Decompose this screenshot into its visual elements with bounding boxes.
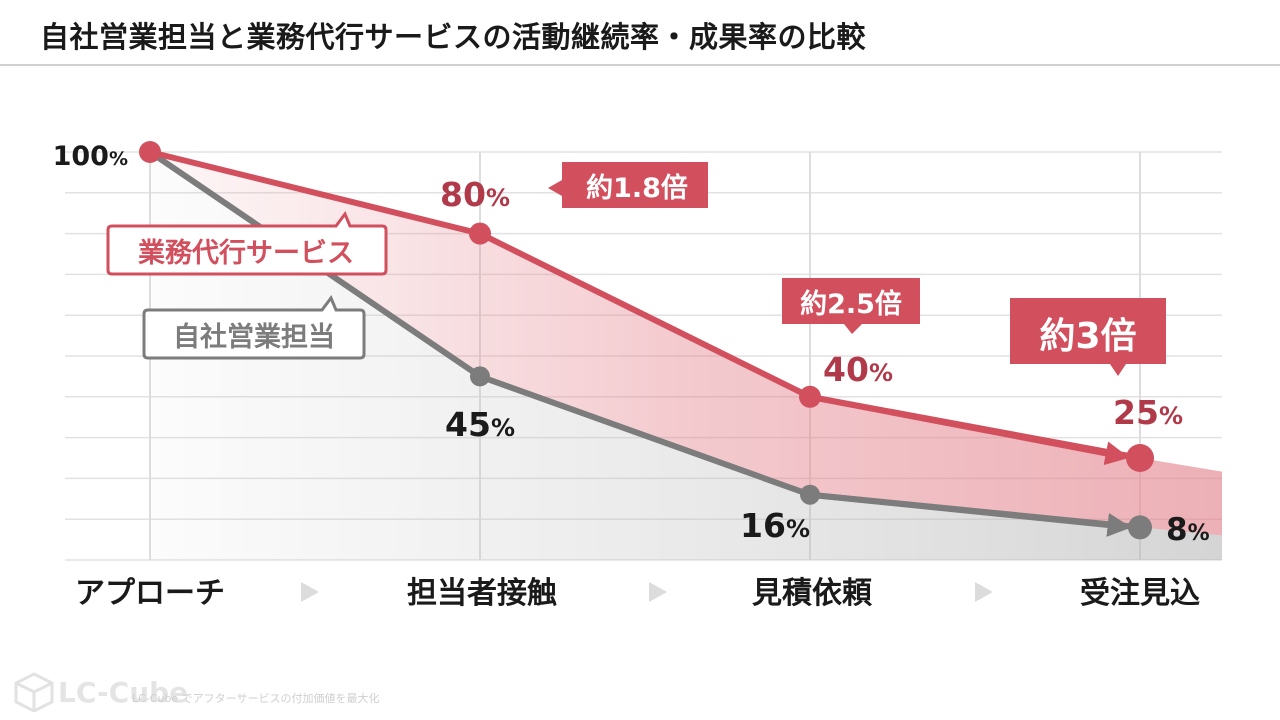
value-label-service: 80% [440,175,510,214]
lc-cube-logo-icon [14,672,54,712]
data-point-service [1126,444,1154,472]
stage-arrow-icon [301,582,319,602]
stage-arrow-icon [649,582,667,602]
data-point-service [469,222,491,245]
value-label-inhouse: 45% [445,405,515,444]
value-label-service: 40% [823,350,893,389]
page-title: 自社営業担当と業務代行サービスの活動継続率・成果率の比較 [40,20,867,54]
area-fill-service [150,152,1222,536]
x-axis-label: 見積依頼 [752,576,873,611]
x-axis-label: アプローチ [75,576,225,611]
data-point-inhouse [1128,515,1152,540]
title-divider [0,64,1280,66]
ratio-callout-1 [548,162,708,208]
data-point-inhouse [470,366,490,387]
legend-label-inhouse: 自社営業担当 [173,321,335,353]
ratio-label-3: 約3倍 [1039,316,1136,357]
value-label-service: 25% [1113,393,1183,432]
ratio-label-2: 約2.5倍 [800,288,902,320]
data-point-service [139,141,161,163]
ratio-callout-2 [782,278,920,334]
ratio-callout-3 [1010,298,1166,376]
x-axis-label: 受注見込 [1080,576,1200,611]
data-point-inhouse [800,484,820,505]
series-line-service [149,149,1141,461]
legend-label-service: 業務代行サービス [138,237,354,269]
value-label-inhouse: 16% [740,506,810,545]
x-axis-label: 担当者接触 [407,576,557,611]
value-label-inhouse: 100% [53,141,128,172]
ratio-label-1: 約1.8倍 [586,172,688,204]
legend-callout-inhouse [142,295,366,360]
area-fill-inhouse [150,152,1222,560]
footer-tagline: LC-Cube でアフターサービスの付加価値を最大化 [132,692,380,705]
legend-callout-service [106,211,388,276]
data-point-service [799,385,821,408]
stage-arrow-icon [975,582,993,602]
value-label-inhouse: 8% [1166,512,1210,548]
footer-brand: LC-Cube [58,676,189,709]
